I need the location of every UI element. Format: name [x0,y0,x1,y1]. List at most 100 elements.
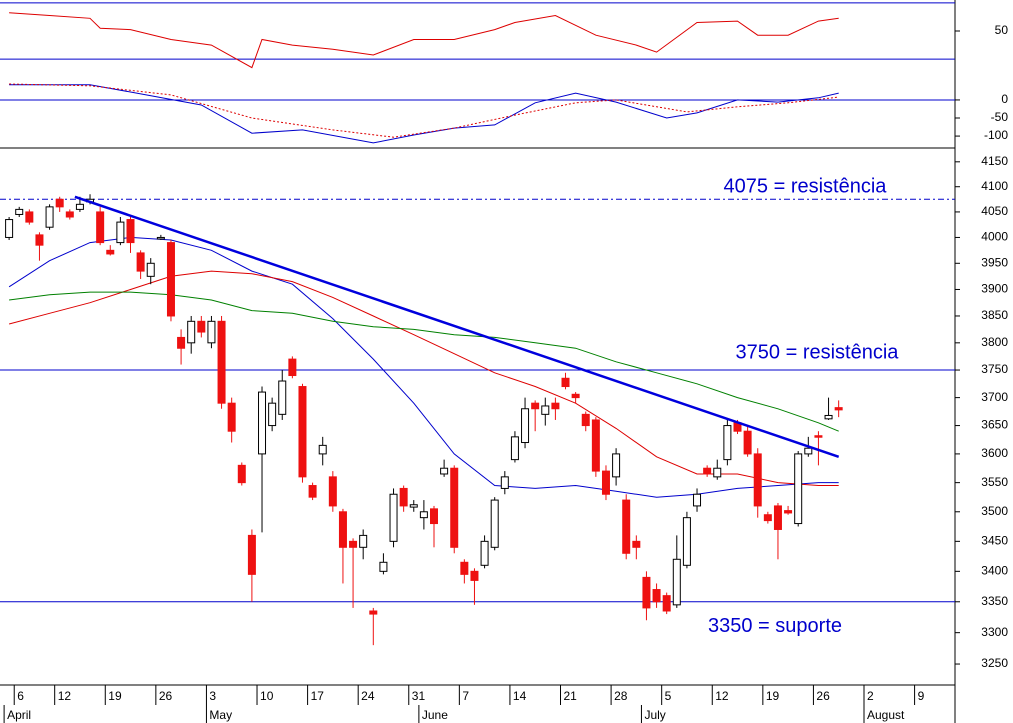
candle-body [510,436,519,461]
annotation: 3750 = resistência [736,341,900,363]
candle-body [672,558,681,606]
candle-body [126,219,135,244]
x-tick-label: 19 [108,689,122,703]
candle-body [379,561,388,572]
candle-body [682,517,691,566]
candle-body [450,467,459,548]
x-tick-label: 31 [412,689,426,703]
candle-body [713,467,722,478]
candle-body [207,320,216,344]
y-tick-label: -100 [984,128,1008,142]
y-tick-label: 4000 [981,230,1008,244]
y-tick-label: 3300 [981,625,1008,639]
candle-body [490,499,499,548]
candle-body [75,203,84,210]
y-tick-label: 50 [995,23,1009,37]
annotation: 4075 = resistência [724,176,888,198]
candle-body [55,198,64,208]
candle-body [96,211,105,244]
candle-body [237,464,246,484]
candle-body [45,206,54,228]
candle-body [298,386,307,478]
candle-body [551,402,560,410]
candle-body [419,511,428,519]
x-tick-label: 24 [361,689,375,703]
indicator-line [9,291,839,432]
candle-body [227,402,236,432]
candle-body [834,407,843,411]
x-tick-label: 9 [918,689,925,703]
x-tick-label: 17 [311,689,325,703]
y-tick-label: 3550 [981,475,1008,489]
x-tick-label: 19 [766,689,780,703]
x-tick-label: 14 [513,689,527,703]
indicator-line [8,236,839,498]
trendline [74,195,840,458]
candle-body [177,336,186,349]
candle-body [480,540,489,566]
candle-body [622,499,631,554]
month-label: August [867,708,905,722]
x-tick-label: 28 [614,689,628,703]
y-tick-label: 3750 [981,362,1008,376]
y-tick-label: 3650 [981,418,1008,432]
candle-body [773,505,782,530]
y-tick-label: 3250 [981,656,1008,670]
candle-body [662,595,671,612]
candle-body [25,211,34,223]
x-tick-label: 5 [665,689,672,703]
candle-body [166,242,175,317]
y-tick-label: 4150 [981,154,1008,168]
month-label: April [7,708,31,722]
candle-body [409,504,418,508]
candle-body [136,252,145,272]
candle-body [65,211,74,218]
candle-body [278,380,287,415]
candle-body [146,262,155,277]
candle-body [197,320,206,333]
x-tick-label: 6 [17,689,24,703]
candle-body [763,514,772,522]
candle-body [349,540,358,548]
indicator-line [9,84,839,144]
candle-body [581,413,590,427]
candle-body [753,453,762,507]
indicator-line [9,83,839,138]
candle-body [723,425,732,461]
candle-body [794,453,803,525]
candle-body [359,534,368,548]
candle-body [521,408,530,444]
annotation: 3350 = suporte [708,615,842,637]
candle-body [693,493,702,507]
candle-body [429,508,438,525]
y-tick-label: 3700 [981,390,1008,404]
y-tick-label: 3800 [981,335,1008,349]
candle-body [824,414,833,420]
candle-body [258,391,267,455]
candle-body [571,393,580,399]
candle-body [318,444,327,455]
y-tick-label: 3600 [981,446,1008,460]
candle-body [5,219,14,238]
indicator-line [9,12,839,69]
candle-body [561,377,570,388]
candle-body [247,534,256,575]
candle-body [804,447,813,455]
candle-body [369,610,378,615]
candle-body [601,470,610,495]
y-tick-label: 4050 [981,204,1008,218]
candle-body [541,405,550,415]
candle-body [642,576,651,609]
candle-body [440,467,449,475]
candle-body [338,511,347,548]
x-tick-label: 3 [209,689,216,703]
month-label: May [209,708,232,722]
y-tick-label: 3850 [981,308,1008,322]
x-tick-label: 26 [816,689,830,703]
x-tick-label: 12 [715,689,729,703]
y-tick-label: 3350 [981,594,1008,608]
candle-body [470,570,479,581]
candle-body [268,402,277,427]
candle-body [703,467,712,475]
